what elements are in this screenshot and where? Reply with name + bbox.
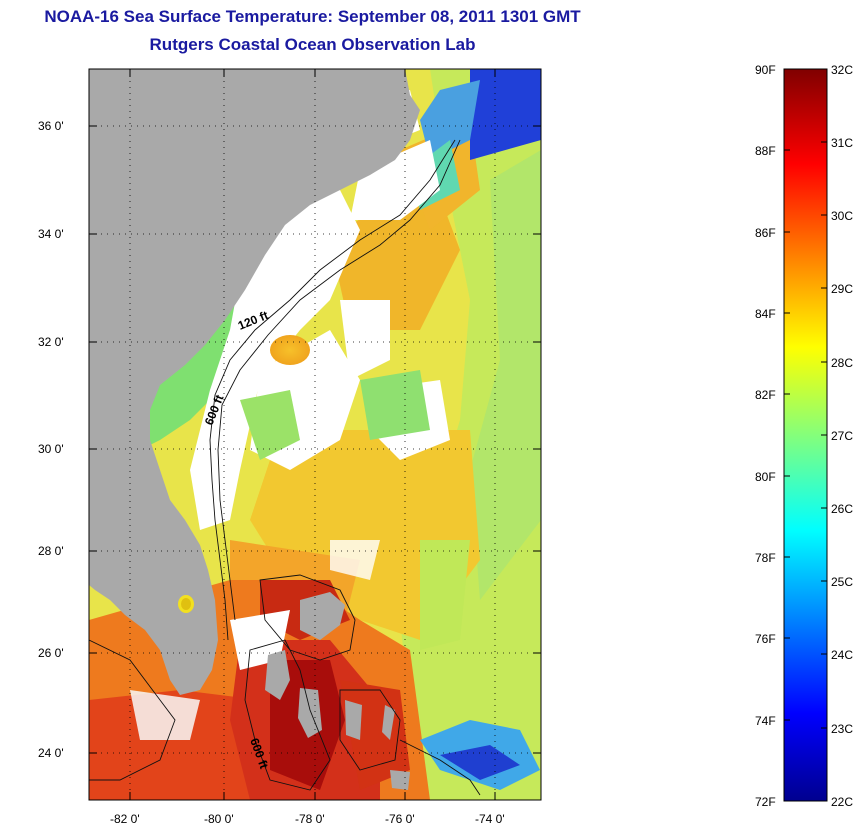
colorbar-ticks	[784, 68, 827, 802]
colorbar-c-label: 29C	[831, 282, 853, 296]
land-mass	[89, 69, 420, 790]
lon-label: -74 0'	[475, 812, 505, 826]
lat-label: 26 0'	[38, 646, 64, 660]
depth-contours	[89, 139, 481, 796]
lon-label: -80 0'	[204, 812, 234, 826]
colorbar-f-label: 80F	[755, 470, 776, 484]
colorbar-f-label: 88F	[755, 144, 776, 158]
colorbar-f-label: 82F	[755, 388, 776, 402]
colorbar-c-label: 27C	[831, 429, 853, 443]
colorbar-f-label: 78F	[755, 551, 776, 565]
colorbar-c-label: 23C	[831, 722, 853, 736]
lon-label: -76 0'	[385, 812, 415, 826]
lat-label: 34 0'	[38, 227, 64, 241]
colorbar-c-label: 24C	[831, 648, 853, 662]
colorbar-c-label: 25C	[831, 575, 853, 589]
colorbar-f-label: 86F	[755, 226, 776, 240]
colorbar-c-label: 31C	[831, 136, 853, 150]
map-title: NOAA-16 Sea Surface Temperature: Septemb…	[44, 7, 581, 26]
colorbar-gradient	[783, 68, 828, 802]
colorbar-f-label: 84F	[755, 307, 776, 321]
colorbar-c-label: 28C	[831, 356, 853, 370]
lat-label: 28 0'	[38, 544, 64, 558]
lat-label: 30 0'	[38, 442, 64, 456]
lon-label: -78 0'	[295, 812, 325, 826]
colorbar-f-label: 74F	[755, 714, 776, 728]
colorbar-c-label: 32C	[831, 63, 853, 77]
colorbar-c-label: 22C	[831, 795, 853, 809]
lat-label: 24 0'	[38, 746, 64, 760]
axis-ticks	[89, 69, 541, 800]
lat-label: 36 0'	[38, 119, 64, 133]
lon-label: -82 0'	[110, 812, 140, 826]
colorbar-f-label: 72F	[755, 795, 776, 809]
lat-label: 32 0'	[38, 335, 64, 349]
colorbar-f-label: 76F	[755, 632, 776, 646]
colorbar-c-label: 30C	[831, 209, 853, 223]
map-subtitle: Rutgers Coastal Ocean Observation Lab	[149, 35, 476, 54]
colorbar-f-label: 90F	[755, 63, 776, 77]
colorbar: 90F 88F 86F 84F 82F 80F 78F 76F 74F 72F …	[755, 63, 853, 809]
colorbar-c-label: 26C	[831, 502, 853, 516]
